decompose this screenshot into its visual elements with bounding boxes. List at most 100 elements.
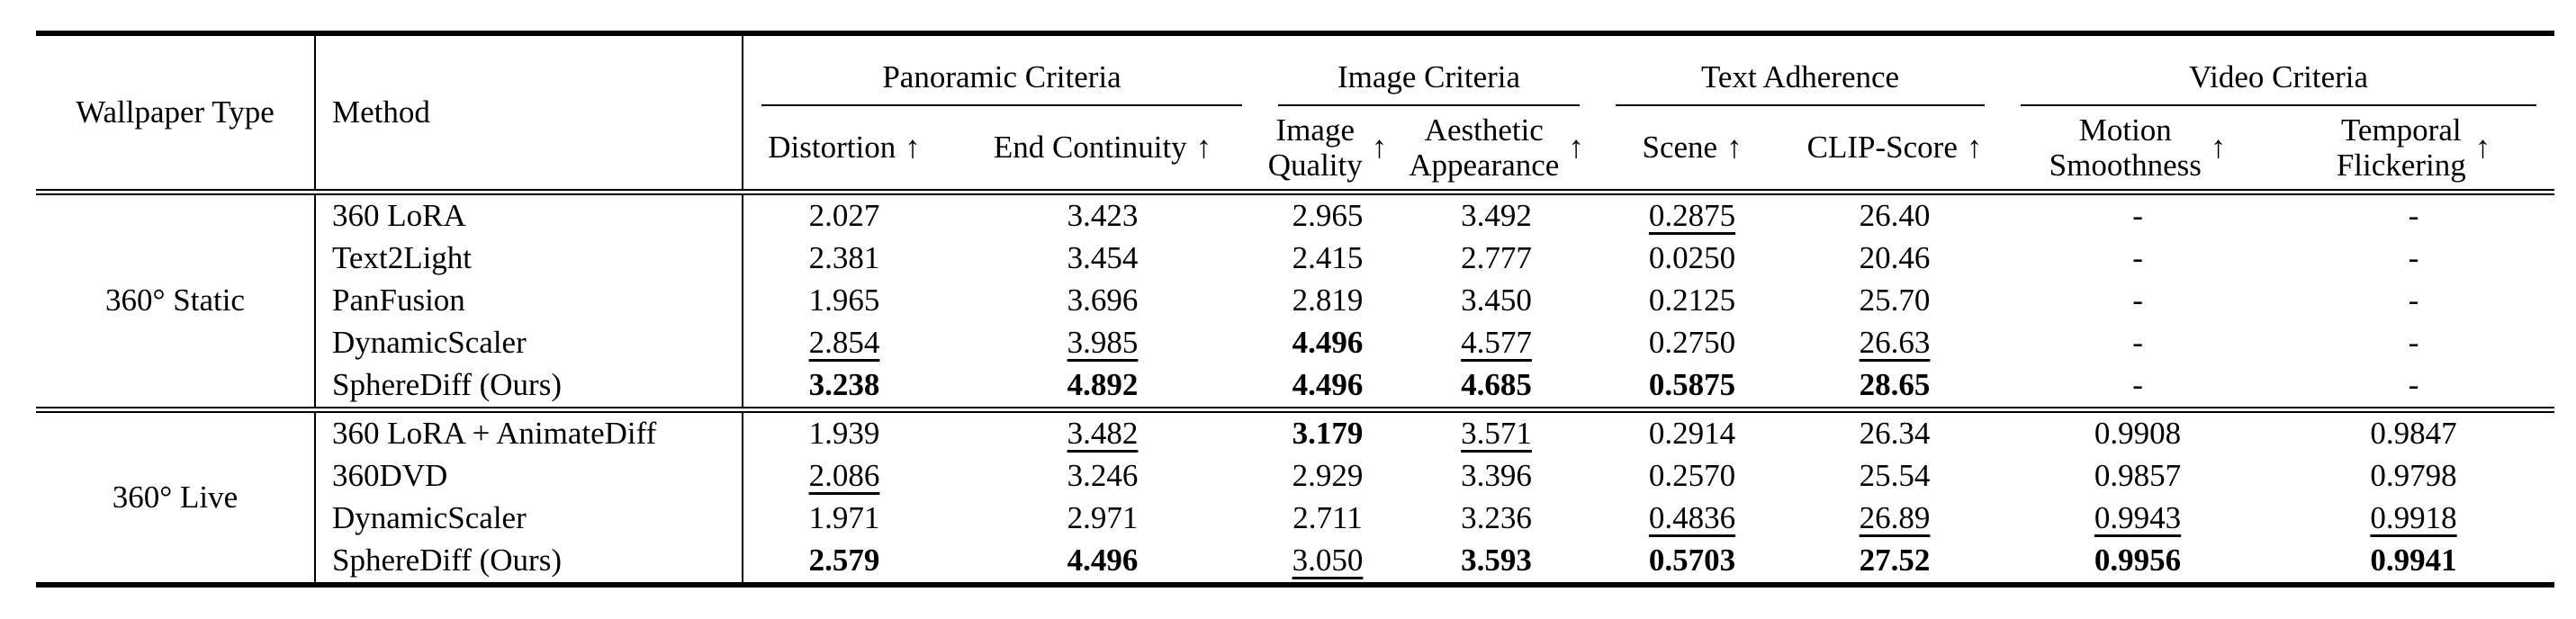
table-row: DynamicScaler 1.971 2.971 2.711 3.236 0.4836 2…	[36, 498, 2554, 540]
method-cell: PanFusion	[315, 280, 743, 322]
up-arrow-icon: ↑	[905, 129, 921, 165]
metric-header-temporal-flickering: Temporal Flickering ↑	[2273, 106, 2555, 195]
metric-value-cell: 3.454	[1067, 240, 1139, 276]
metric-value-cell: 3.423	[1067, 198, 1139, 234]
metric-value-cell: 3.179	[1260, 407, 1396, 455]
metric-value-cell: 0.2570	[1648, 458, 1736, 494]
metric-value-cell: 1.965	[808, 283, 880, 318]
metric-header-motion-smoothness: Motion Smoothness ↑	[2003, 106, 2274, 195]
metric-value-cell: 0.9857	[2094, 458, 2182, 494]
metric-value-cell: 28.65	[1859, 367, 1931, 403]
metric-value-cell: 0.2914	[1598, 407, 1788, 455]
method-cell: DynamicScaler	[315, 322, 743, 364]
metric-value-cell: 20.46	[1859, 240, 1931, 276]
metric-value-cell: 3.571	[1395, 407, 1599, 455]
metric-value-cell: 0.5875	[1648, 367, 1736, 403]
metric-value-cell: -	[2132, 198, 2143, 234]
metric-value-cell: 2.965	[1292, 198, 1364, 234]
metric-value-cell: 2.415	[1292, 240, 1364, 276]
metric-value-cell: 3.482	[945, 407, 1261, 455]
table-row: Text2Light 2.381 3.454 2.415 2.777 0.0250 20.4…	[36, 238, 2554, 280]
method-header: Method	[315, 33, 743, 195]
metric-value-cell: -	[2408, 198, 2419, 234]
metric-value-cell: 27.52	[1859, 543, 1931, 579]
metric-value-cell: 3.246	[1067, 458, 1139, 494]
up-arrow-icon: ↑	[1371, 129, 1388, 165]
metric-value-cell: 26.34	[1787, 407, 2004, 455]
metric-value-cell: 3.238	[808, 367, 880, 403]
table-row: PanFusion 1.965 3.696 2.819 3.450 0.2125 25.70…	[36, 280, 2554, 322]
metric-value-cell: 2.777	[1461, 240, 1532, 276]
metric-header-row: Distortion ↑ End Continuity ↑ Image Quality…	[36, 106, 2555, 195]
group-header-text-adherence: Text Adherence	[1598, 33, 2003, 106]
metric-value-cell: 1.971	[808, 500, 880, 536]
metric-value-cell: 0.2125	[1648, 283, 1736, 318]
metric-value-cell: 3.236	[1461, 500, 1532, 536]
metric-value-cell: 0.9908	[2003, 407, 2274, 455]
metric-value-cell: 2.711	[1293, 500, 1363, 536]
metric-value-cell: 26.40	[1859, 198, 1931, 234]
metric-value-cell: 4.577	[1461, 325, 1532, 361]
results-table-figure: Wallpaper Type Method Panoramic Criteria…	[36, 31, 2555, 588]
method-cell: Text2Light	[315, 238, 743, 280]
metric-value-cell: 0.9943	[2094, 500, 2182, 536]
metric-value-cell: 0.5703	[1648, 543, 1736, 579]
wallpaper-type-cell: 360° Static	[36, 192, 316, 410]
metric-value-cell: 26.63	[1859, 325, 1931, 361]
metric-value-cell: 2.086	[808, 458, 880, 494]
up-arrow-icon: ↑	[1966, 129, 1983, 165]
metric-value-cell: 0.2875	[1648, 198, 1736, 234]
table-row: SphereDiff (Ours) 3.238 4.892 4.496 4.685 0.5…	[36, 364, 2554, 410]
metric-value-cell: 3.450	[1461, 283, 1532, 318]
wallpaper-type-cell: 360° Live	[36, 407, 316, 585]
metric-value-cell: 2.381	[808, 240, 880, 276]
metric-value-cell: -	[2408, 240, 2419, 276]
metric-value-cell: 3.050	[1292, 543, 1364, 579]
metric-header-clip-score: CLIP-Score ↑	[1787, 106, 2004, 195]
metric-value-cell: 25.70	[1859, 283, 1931, 318]
metric-value-cell: 1.939	[743, 407, 945, 455]
metric-value-cell: -	[2132, 325, 2143, 361]
metric-value-cell: 25.54	[1859, 458, 1931, 494]
metric-value-cell: 3.696	[1067, 283, 1139, 318]
metric-value-cell: 4.892	[1067, 367, 1139, 403]
metric-value-cell: -	[2132, 283, 2143, 318]
metric-value-cell: 4.496	[1292, 367, 1364, 403]
wallpaper-type-header: Wallpaper Type	[36, 33, 316, 195]
group-header-image-criteria: Image Criteria	[1260, 33, 1598, 106]
table-row: 360° Static 360 LoRA 2.027 3.423 2.965 3.492 0…	[36, 192, 2554, 410]
table-row: SphereDiff (Ours) 2.579 4.496 3.050 3.593 0.5…	[36, 540, 2554, 585]
metric-value-cell: 4.685	[1461, 367, 1532, 403]
metric-header-aesthetic-appearance: Aesthetic Appearance ↑	[1395, 106, 1599, 195]
metric-value-cell: 0.0250	[1648, 240, 1736, 276]
method-cell: SphereDiff (Ours)	[315, 364, 743, 410]
metric-value-cell: 3.593	[1461, 543, 1532, 579]
group-header-row: Wallpaper Type Method Panoramic Criteria…	[36, 33, 2554, 195]
metric-value-cell: -	[2408, 367, 2419, 403]
method-cell: DynamicScaler	[315, 498, 743, 540]
metric-header-distortion: Distortion ↑	[743, 106, 945, 195]
metric-value-cell: 0.9956	[2094, 543, 2182, 579]
metric-value-cell: 0.2750	[1648, 325, 1736, 361]
group-header-video-criteria: Video Criteria	[2003, 33, 2554, 106]
metric-value-cell: 3.492	[1461, 198, 1532, 234]
metric-header-end-continuity: End Continuity ↑	[945, 106, 1261, 195]
metric-value-cell: 2.971	[1067, 500, 1139, 536]
method-cell: SphereDiff (Ours)	[315, 540, 743, 585]
up-arrow-icon: ↑	[1726, 129, 1743, 165]
metric-value-cell: 2.579	[808, 543, 880, 579]
metric-value-cell: -	[2408, 283, 2419, 318]
metric-value-cell: 4.496	[1067, 543, 1139, 579]
metric-value-cell: 0.9847	[2273, 407, 2555, 455]
metric-value-cell: 2.027	[808, 198, 880, 234]
metric-value-cell: 26.89	[1859, 500, 1931, 536]
method-cell: 360DVD	[315, 455, 743, 498]
table-header: Wallpaper Type Method Panoramic Criteria…	[36, 33, 2555, 195]
metric-header-scene: Scene ↑	[1598, 106, 1788, 195]
metric-value-cell: 3.396	[1461, 458, 1532, 494]
up-arrow-icon: ↑	[2210, 129, 2227, 165]
metric-value-cell: 4.496	[1292, 325, 1364, 361]
group-header-panoramic-criteria: Panoramic Criteria	[743, 33, 1260, 106]
metric-value-cell: 3.985	[1067, 325, 1139, 361]
metric-value-cell: -	[2132, 367, 2143, 403]
